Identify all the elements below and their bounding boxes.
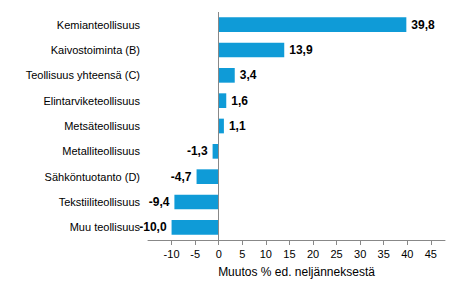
svg-text:Elintarviketeollisuus: Elintarviketeollisuus [43, 95, 140, 107]
svg-text:3,4: 3,4 [240, 68, 257, 82]
svg-text:Muu teollisuus: Muu teollisuus [70, 221, 141, 233]
svg-text:1,6: 1,6 [231, 94, 248, 108]
svg-text:-1,3: -1,3 [187, 144, 208, 158]
svg-text:10: 10 [260, 248, 272, 260]
svg-text:Tekstiiliteollisuus: Tekstiiliteollisuus [59, 196, 141, 208]
svg-text:1,1: 1,1 [229, 119, 246, 133]
svg-text:Teollisuus yhteensä (C): Teollisuus yhteensä (C) [26, 69, 140, 81]
svg-text:Kemianteollisuus: Kemianteollisuus [57, 19, 141, 31]
svg-text:30: 30 [354, 248, 366, 260]
svg-text:-10,0: -10,0 [139, 220, 167, 234]
svg-text:25: 25 [330, 248, 342, 260]
svg-text:0: 0 [216, 248, 222, 260]
svg-text:Metalliteollisuus: Metalliteollisuus [62, 145, 140, 157]
svg-text:-4,7: -4,7 [171, 170, 192, 184]
svg-text:40: 40 [401, 248, 413, 260]
svg-text:-9,4: -9,4 [149, 195, 170, 209]
svg-text:15: 15 [283, 248, 295, 260]
svg-text:13,9: 13,9 [289, 43, 313, 57]
svg-text:39,8: 39,8 [411, 18, 435, 32]
svg-text:Metsäteollisuus: Metsäteollisuus [64, 120, 140, 132]
svg-text:Sähköntuotanto (D): Sähköntuotanto (D) [45, 171, 140, 183]
svg-text:5: 5 [239, 248, 245, 260]
svg-text:-5: -5 [190, 248, 200, 260]
svg-text:Kaivostoiminta (B): Kaivostoiminta (B) [51, 44, 140, 56]
svg-text:45: 45 [425, 248, 437, 260]
svg-text:-10: -10 [164, 248, 180, 260]
svg-text:20: 20 [307, 248, 319, 260]
svg-text:Muutos % ed. neljänneksestä: Muutos % ed. neljänneksestä [218, 265, 375, 279]
svg-text:35: 35 [378, 248, 390, 260]
